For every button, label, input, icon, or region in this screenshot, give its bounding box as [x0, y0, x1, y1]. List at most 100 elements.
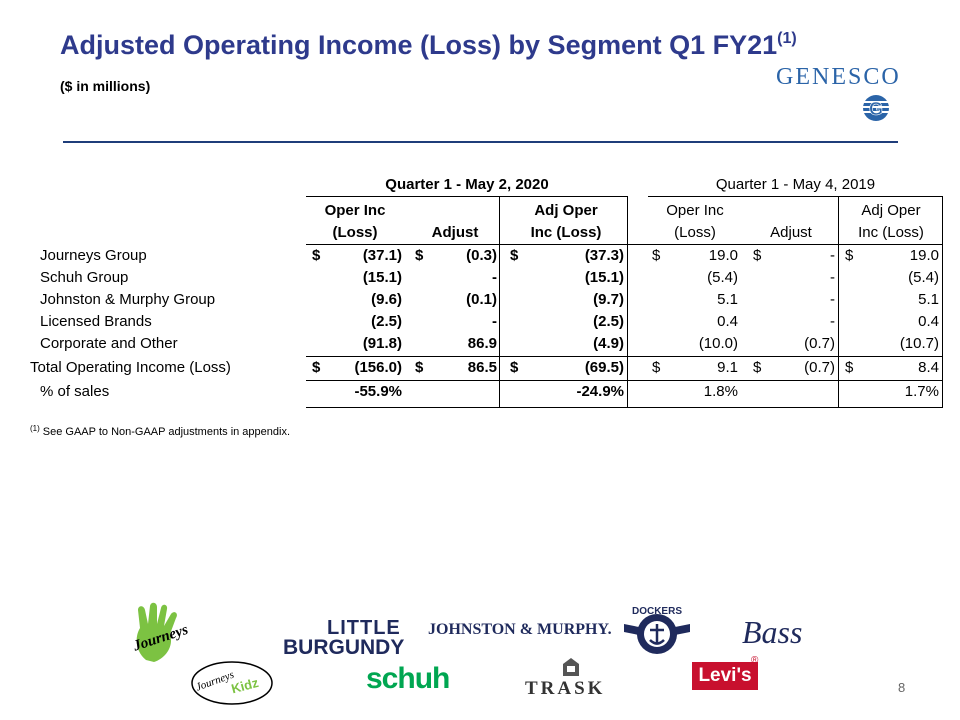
table-cell-v2: 86.9 [467, 335, 497, 352]
table-cell-v1: (9.6) [371, 291, 402, 308]
group-header-2020: Quarter 1 - May 2, 2020 [385, 176, 549, 193]
svg-text:DOCKERS: DOCKERS [632, 606, 682, 617]
table-cell-v4: (10.0) [698, 335, 738, 352]
adj-box-left-2019 [838, 196, 839, 408]
table-cell-v6: 0.4 [918, 313, 939, 330]
adj-box-right-2019 [942, 196, 943, 408]
table-cell-d1: $ [312, 247, 321, 264]
row-label: % of sales [40, 383, 110, 400]
table-cell-v6: 19.0 [909, 247, 939, 264]
table-cell-v2: (0.1) [466, 291, 497, 308]
table-cell-v3: (69.5) [584, 359, 624, 376]
table-cell-v5: - [830, 291, 835, 308]
table-cell-d2: $ [415, 359, 424, 376]
table-cell-v5: - [830, 313, 835, 330]
genesco-logo-text: GENESCO [776, 64, 901, 90]
trask-logo: TRASK [525, 678, 606, 699]
header-divider [63, 141, 898, 143]
table-cell-v2: 86.5 [467, 359, 497, 376]
total-bottom-rule [306, 380, 943, 381]
schuh-logo: schuh [366, 662, 450, 695]
table-cell-d3: $ [510, 247, 519, 264]
row-label: Licensed Brands [40, 313, 152, 330]
table-cell-v1: (156.0) [354, 359, 402, 376]
row-label: Corporate and Other [40, 335, 178, 352]
trask-emblem-icon [563, 658, 579, 676]
table-cell-v2: - [492, 313, 497, 330]
adj-box-left-2020 [499, 196, 500, 408]
table-cell-v4: 5.1 [717, 291, 738, 308]
row-label: Johnston & Murphy Group [40, 291, 216, 308]
table-cell-v6: 8.4 [918, 359, 939, 376]
slide-subtitle: ($ in millions) [60, 78, 151, 94]
col-header-adjust-2019: Adjust [770, 224, 812, 241]
col-header-oper-inc-2019: Oper Inc [666, 202, 724, 219]
table-cell-v3: (4.9) [593, 335, 624, 352]
table-cell-v4: (5.4) [707, 269, 738, 286]
page-number: 8 [898, 680, 906, 695]
table-cell-d4: $ [652, 247, 661, 264]
table-cell-d3: $ [510, 359, 519, 376]
table-cell-v3: (2.5) [593, 313, 624, 330]
group-header-2019: Quarter 1 - May 4, 2019 [715, 176, 876, 193]
table-cell-v5: - [830, 247, 835, 264]
table-bottom-rule [306, 407, 943, 408]
table-cell-d6: $ [845, 359, 854, 376]
table-cell-v3: -24.9% [576, 383, 624, 400]
table-cell-v5: - [830, 269, 835, 286]
col-header-adj-oper-2019: Adj Oper [861, 202, 921, 219]
svg-text:Kidz: Kidz [230, 675, 261, 697]
bass-logo: Bass [742, 614, 803, 650]
table-cell-d5: $ [753, 359, 762, 376]
col-header-adj-oper-2019-line2: Inc (Loss) [858, 224, 924, 241]
col-header-adj-oper-2020-line2: Inc (Loss) [530, 224, 602, 241]
col-header-oper-inc-2020-line2: (Loss) [332, 224, 378, 241]
genesco-logo-icon: G [862, 95, 890, 121]
levis-registered-mark: ® [751, 655, 759, 666]
johnston-murphy-logo: JOHNSTON & MURPHY. [428, 621, 612, 638]
table-cell-d6: $ [845, 247, 854, 264]
col-header-adjust-2020: Adjust [431, 224, 479, 241]
table-cell-v3: (37.3) [584, 247, 624, 264]
row-label: Journeys Group [40, 247, 147, 264]
slide-title: Adjusted Operating Income (Loss) by Segm… [60, 30, 797, 60]
little-burgundy-logo: LITTLE BURGUNDY [283, 617, 405, 659]
table-cell-d2: $ [415, 247, 424, 264]
svg-text:G: G [869, 99, 883, 119]
table-cell-v1: (37.1) [362, 247, 402, 264]
adj-box-right-2020 [627, 196, 628, 408]
table-cell-v6: 1.7% [904, 383, 939, 400]
journeys-kidz-logo: Journeys Kidz [191, 661, 273, 705]
group-underline-2019 [648, 196, 943, 197]
table-cell-v6: (10.7) [899, 335, 939, 352]
table-cell-v2: (0.3) [466, 247, 497, 264]
table-cell-v6: (5.4) [908, 269, 939, 286]
total-top-rule [306, 356, 943, 357]
table-cell-v2: - [492, 269, 497, 286]
journeys-logo: Journeys [130, 602, 190, 662]
table-cell-v4: 9.1 [717, 359, 738, 376]
row-label: Total Operating Income (Loss) [30, 359, 231, 376]
table-cell-v1: (2.5) [371, 313, 402, 330]
table-cell-v3: (9.7) [593, 291, 624, 308]
table-cell-v1: (91.8) [362, 335, 402, 352]
levis-logo: Levi's [692, 662, 758, 690]
row-label: Schuh Group [40, 269, 129, 286]
table-cell-d5: $ [753, 247, 762, 264]
header-underline [306, 244, 943, 245]
table-cell-d1: $ [312, 359, 321, 376]
table-cell-v1: (15.1) [362, 269, 402, 286]
table-cell-v1: -55.9% [354, 383, 402, 400]
footnote: (1) See GAAP to Non-GAAP adjustments in a… [30, 424, 291, 438]
dockers-logo: DOCKERS [624, 606, 690, 654]
table-cell-v4: 1.8% [703, 383, 738, 400]
table-cell-d4: $ [652, 359, 661, 376]
col-header-oper-inc-2020: Oper Inc [324, 202, 386, 219]
col-header-oper-inc-2019-line2: (Loss) [674, 224, 716, 241]
table-cell-v4: 0.4 [717, 313, 738, 330]
table-cell-v3: (15.1) [584, 269, 624, 286]
table-cell-v5: (0.7) [804, 359, 835, 376]
group-underline-2020 [306, 196, 628, 197]
table-cell-v5: (0.7) [804, 335, 835, 352]
